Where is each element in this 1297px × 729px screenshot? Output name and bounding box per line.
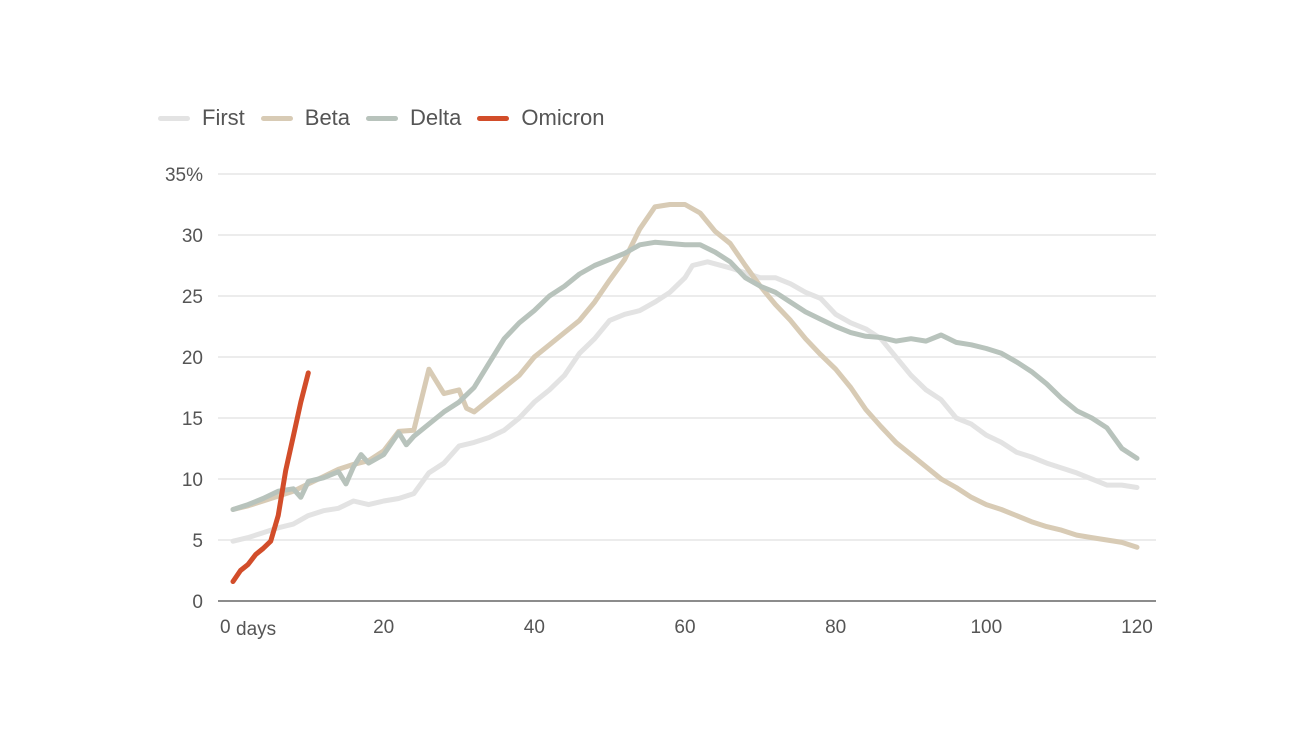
legend-item-delta: Delta [366, 105, 461, 131]
chart-legend: First Beta Delta Omicron [158, 102, 621, 134]
x-tick-label: 80 [825, 617, 846, 638]
legend-item-beta: Beta [260, 105, 351, 131]
y-tick-label: 20 [182, 348, 203, 369]
legend-label: First [202, 105, 245, 130]
legend-label: Omicron [521, 105, 605, 130]
gridlines [218, 173, 1156, 541]
series-line-delta [230, 239, 1140, 512]
x-tick-label: 60 [674, 617, 695, 638]
y-tick-label: 30 [182, 226, 203, 247]
y-tick-label: 0 [192, 592, 203, 613]
y-tick-label: 10 [182, 470, 203, 491]
legend-label: Beta [304, 105, 351, 130]
legend-item-first: First [158, 105, 245, 131]
y-tick-label: 25 [182, 287, 203, 308]
legend-swatch [477, 115, 510, 121]
y-tick-label: 15 [182, 409, 203, 430]
legend-swatch [158, 115, 190, 121]
x-tick-label: 20 [373, 617, 394, 638]
x-tick-label: 120 [1121, 617, 1153, 638]
series-line-omicron [230, 370, 311, 584]
axes: 0 5 10 15 20 25 30 35% 0 20 40 60 80 100 120 days [165, 165, 1156, 640]
x-tick-label: 100 [970, 617, 1002, 638]
x-tick-label: 0 [220, 617, 231, 638]
x-tick-label: 40 [524, 617, 545, 638]
y-tick-label: 35% [165, 165, 203, 186]
legend-swatch [366, 115, 399, 121]
y-tick-label: 5 [192, 531, 203, 552]
x-axis-unit-label: days [236, 619, 276, 640]
series-line-first [230, 259, 1140, 544]
legend-swatch [260, 115, 293, 121]
legend-item-omicron: Omicron [477, 105, 605, 131]
series-lines [230, 202, 1140, 584]
series-line-beta [230, 202, 1140, 550]
legend-label: Delta [410, 105, 462, 130]
